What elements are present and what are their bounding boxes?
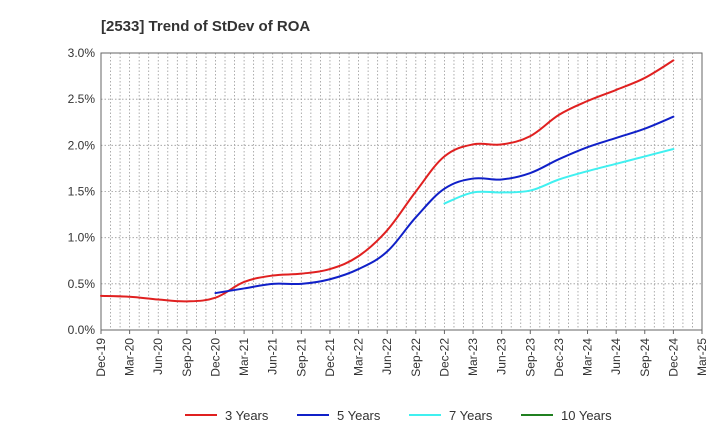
legend-item-3-years: 3 Years [185,408,269,423]
x-tick-label: Dec-20 [208,338,222,377]
x-tick-label: Dec-21 [323,338,337,377]
legend-item-7-years: 7 Years [409,408,493,423]
chart-title: [2533] Trend of StDev of ROA [101,18,310,35]
x-tick-label: Dec-24 [666,338,680,377]
x-tick-label: Jun-23 [495,338,509,375]
legend: 3 Years 5 Years 7 Years 10 Years [185,408,612,423]
grid [100,52,703,331]
legend-label: 7 Years [449,408,493,423]
x-tick-label: Dec-22 [437,338,451,377]
legend-item-5-years: 5 Years [297,408,381,423]
legend-item-10-years: 10 Years [521,408,612,423]
x-tick-label: Sep-20 [180,338,194,377]
x-tick-label: Jun-22 [380,338,394,375]
x-tick-label: Jun-21 [266,338,280,375]
x-tick-label: Mar-22 [352,338,366,376]
legend-label: 10 Years [561,408,612,423]
x-tick-label: Jun-24 [609,338,623,375]
x-tick-label: Mar-23 [466,338,480,376]
x-tick-label: Sep-24 [638,338,652,377]
x-tick-label: Dec-23 [552,338,566,377]
x-tick-label: Jun-20 [151,338,165,375]
y-tick-label: 0.0% [68,323,96,337]
axes: 0.0% 0.5% 1.0% 1.5% 2.0% 2.5% 3.0% Dec-19 Mar-20… [68,46,709,377]
series-line-5-years [214,115,675,295]
x-tick-label: Mar-25 [695,338,709,376]
x-tick-label: Mar-20 [123,338,137,376]
x-tick-label: Sep-21 [294,338,308,377]
series-line-7-years [443,148,675,205]
legend-label: 3 Years [225,408,269,423]
legend-label: 5 Years [337,408,381,423]
y-tick-label: 3.0% [68,46,96,60]
y-tick-label: 2.5% [68,92,96,106]
plot-area-border [100,52,703,331]
x-tick-label: Mar-24 [581,338,595,376]
y-tick-label: 1.5% [68,185,96,199]
y-tick-label: 2.0% [68,138,96,152]
y-tick-label: 1.0% [68,231,96,245]
series-lines [100,59,675,303]
x-tick-label: Mar-21 [237,338,251,376]
x-tick-label: Dec-19 [94,338,108,377]
x-tick-label: Sep-22 [409,338,423,377]
x-tick-label: Sep-23 [523,338,537,377]
series-line-3-years [100,59,675,303]
y-tick-label: 0.5% [68,277,96,291]
